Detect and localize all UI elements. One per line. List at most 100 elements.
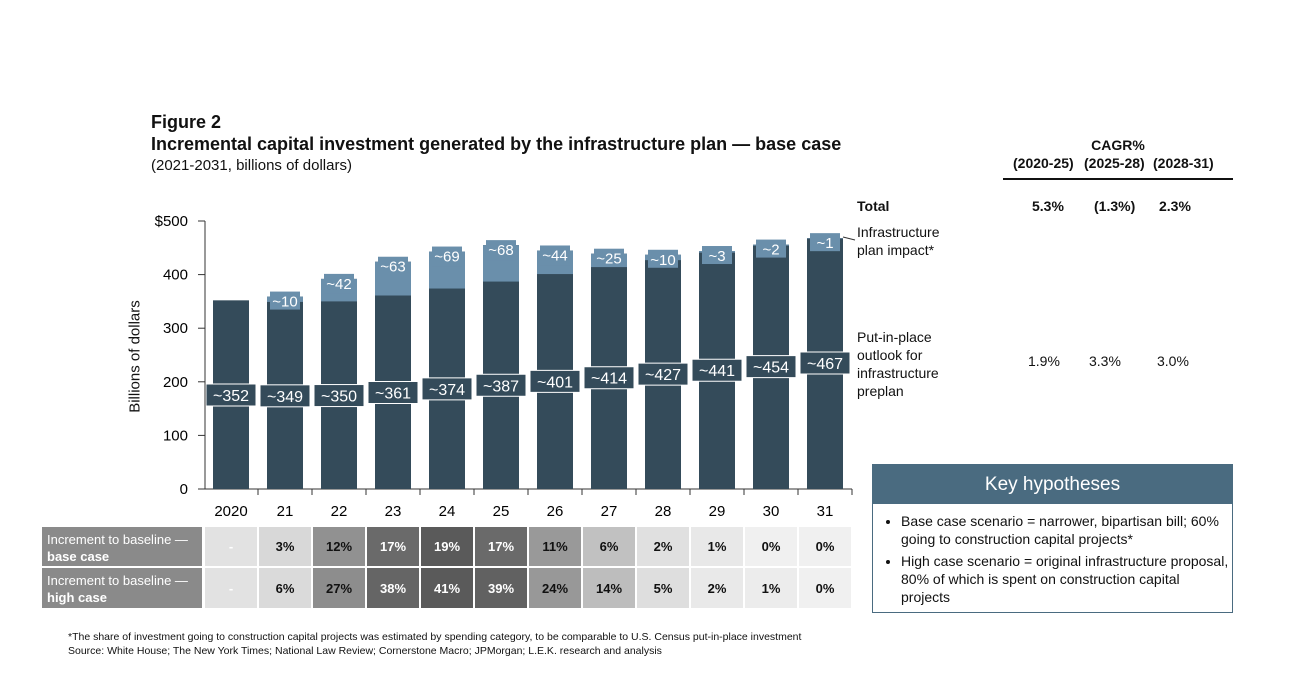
y-tick-label: 400 (163, 267, 188, 284)
row-label-text: Increment to baseline — (47, 573, 188, 588)
table-cell: 2% (691, 568, 743, 608)
preplan-label: ~441 (699, 363, 735, 380)
x-tick-label: 23 (385, 503, 402, 520)
cagr-total: (1.3%) (1094, 198, 1136, 214)
impact-label-bg (324, 273, 354, 294)
impact-label-bg (810, 233, 840, 252)
table-cell: 17% (367, 527, 419, 566)
table-cell: 17% (475, 527, 527, 566)
row-label-high: Increment to baseline — high case (42, 568, 202, 608)
table-cell: - (205, 568, 257, 608)
preplan-label: ~427 (645, 367, 681, 384)
preplan-label-bg (475, 373, 527, 397)
preplan-label: ~414 (591, 371, 627, 388)
cagr-period: (2025-28) (1084, 155, 1145, 171)
preplan-label-bg (691, 358, 743, 382)
impact-label-bg (486, 240, 516, 261)
impact-label: ~10 (272, 294, 297, 311)
row-label-bold: base case (47, 549, 110, 564)
impact-label: ~2 (762, 242, 779, 259)
x-tick-label: 25 (493, 503, 510, 520)
table-cell: 0% (799, 568, 851, 608)
cagr-preplan: 1.9% (1028, 353, 1060, 369)
impact-label: ~42 (326, 276, 351, 293)
preplan-label-bg (529, 369, 581, 393)
y-tick-label: 200 (163, 374, 188, 391)
row-label-bold: high case (47, 590, 107, 605)
hypothesis-item: Base case scenario = narrower, bipartisa… (901, 512, 1232, 548)
preplan-label: ~350 (321, 389, 357, 406)
table-cell: 14% (583, 568, 635, 608)
bar-preplan (537, 250, 573, 489)
preplan-label-bg (259, 384, 311, 408)
row-label-base: Increment to baseline — base case (42, 527, 202, 566)
x-tick-label: 30 (763, 503, 780, 520)
preplan-label: ~387 (483, 378, 519, 395)
cagr-preplan: 3.3% (1089, 353, 1121, 369)
table-cell: 27% (313, 568, 365, 608)
impact-label: ~69 (434, 249, 459, 266)
table-cell: 38% (367, 568, 419, 608)
preplan-label: ~467 (807, 356, 843, 373)
impact-label: ~1 (816, 235, 833, 252)
legend-impact: Infrastructure plan impact* (857, 224, 940, 258)
cagr-divider (1003, 178, 1233, 180)
preplan-label: ~352 (213, 388, 249, 405)
key-hypotheses-title: Key hypotheses (873, 465, 1232, 504)
preplan-label-bg (421, 377, 473, 401)
impact-leader-line (842, 236, 856, 241)
impact-label: ~44 (542, 247, 567, 264)
legend-preplan: Put-in-place outlook for infrastructure … (857, 329, 939, 399)
table-cell: 2% (637, 527, 689, 566)
preplan-label: ~401 (537, 374, 573, 391)
table-cell: 6% (259, 568, 311, 608)
preplan-label: ~374 (429, 382, 465, 399)
preplan-label: ~349 (267, 389, 303, 406)
table-cell: 0% (799, 527, 851, 566)
preplan-label: ~454 (753, 360, 789, 377)
x-tick-label: 24 (439, 503, 456, 520)
preplan-label: ~361 (375, 385, 411, 402)
x-tick-label: 2020 (214, 503, 247, 520)
hypothesis-item: High case scenario = original infrastruc… (901, 552, 1232, 606)
preplan-label-bg (637, 362, 689, 386)
table-cell: 19% (421, 527, 473, 566)
cagr-period: (2028-31) (1153, 155, 1214, 171)
preplan-label-bg (205, 383, 257, 407)
impact-label-bg (594, 248, 624, 267)
y-tick-label: 0 (180, 481, 188, 498)
cagr-preplan: 3.0% (1157, 353, 1189, 369)
table-cell: 3% (259, 527, 311, 566)
preplan-label-bg (313, 384, 365, 408)
impact-label-bg (756, 239, 786, 258)
impact-label-bg (648, 249, 678, 268)
y-tick-label: 300 (163, 320, 188, 337)
y-tick-label: $500 (155, 213, 188, 230)
source-note: Source: White House; The New York Times;… (68, 645, 662, 657)
table-cell: 1% (691, 527, 743, 566)
x-tick-label: 22 (331, 503, 348, 520)
preplan-label-bg (799, 351, 851, 375)
x-tick-label: 31 (817, 503, 834, 520)
x-tick-label: 29 (709, 503, 726, 520)
impact-label: ~25 (596, 251, 621, 268)
table-cell: 6% (583, 527, 635, 566)
x-tick-label: 28 (655, 503, 672, 520)
impact-label-bg (270, 291, 300, 310)
chart-subtitle: (2021-2031, billions of dollars) (151, 157, 352, 174)
impact-label: ~3 (708, 248, 725, 265)
impact-label: ~63 (380, 259, 405, 276)
table-cell: - (205, 527, 257, 566)
table-cell: 41% (421, 568, 473, 608)
preplan-label-bg (745, 355, 797, 379)
row-label-text: Increment to baseline — (47, 532, 188, 547)
preplan-label-bg (583, 366, 635, 390)
table-cell: 12% (313, 527, 365, 566)
preplan-label-bg (367, 380, 419, 404)
table-cell: 39% (475, 568, 527, 608)
bar-preplan (321, 278, 357, 489)
x-tick-label: 21 (277, 503, 294, 520)
chart-title: Incremental capital investment generated… (151, 134, 842, 154)
